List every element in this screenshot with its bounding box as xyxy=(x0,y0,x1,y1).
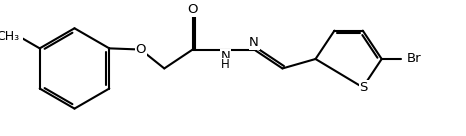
Text: N: N xyxy=(249,36,259,49)
Text: S: S xyxy=(360,81,368,94)
Text: O: O xyxy=(187,3,198,16)
Text: O: O xyxy=(136,43,146,56)
Text: N: N xyxy=(221,50,231,63)
Text: H: H xyxy=(221,58,230,71)
Text: CH₃: CH₃ xyxy=(0,30,20,43)
Text: Br: Br xyxy=(407,52,421,66)
